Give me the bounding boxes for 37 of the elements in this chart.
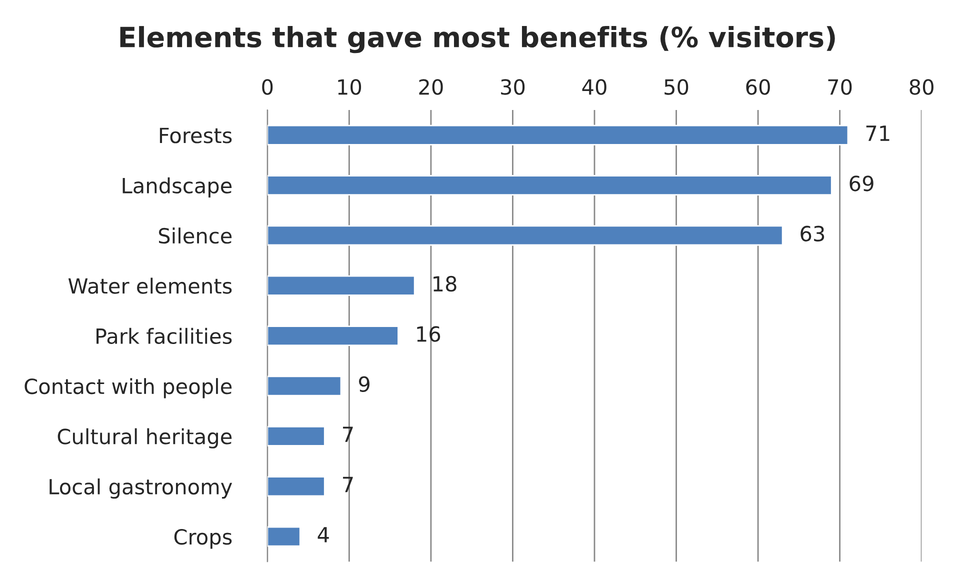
bar: [267, 426, 326, 446]
y-tick-label: Forests: [160, 128, 232, 144]
y-tick-label: Local gastronomy: [50, 478, 232, 499]
bar: [267, 175, 832, 196]
data-label: 69: [850, 176, 874, 192]
x-tick-label: 20: [419, 79, 443, 95]
y-tick-label: Crops: [174, 528, 232, 549]
data-label: 71: [866, 126, 890, 141]
y-tick-label: Park facilities: [96, 328, 232, 344]
bar: [267, 124, 849, 146]
y-tick-label: Landscape: [122, 177, 232, 198]
bar: [267, 476, 326, 497]
x-tick-label: 30: [501, 79, 525, 95]
data-label: 63: [800, 226, 824, 242]
bar: [267, 376, 342, 396]
x-tick-label: 70: [828, 79, 852, 95]
data-label: 7: [343, 476, 353, 492]
x-tick-label: 50: [664, 79, 688, 95]
x-tick-label: 40: [582, 79, 606, 95]
x-tick-label: 80: [910, 79, 934, 95]
data-label: 18: [434, 276, 456, 292]
x-tick-label: 0: [262, 79, 273, 95]
y-tick-label: Contact with people: [24, 378, 232, 398]
y-tick-label: Cultural heritage: [58, 428, 232, 448]
bar: [267, 225, 784, 246]
bar: [267, 326, 399, 346]
data-label: 16: [417, 326, 440, 342]
data-label: 4: [318, 527, 329, 542]
bar: [267, 526, 301, 547]
y-tick-label: Water elements: [68, 278, 232, 294]
data-label: 9: [358, 376, 370, 392]
x-tick-label: 60: [746, 79, 770, 95]
bar: [267, 275, 416, 296]
y-tick-label: Silence: [158, 228, 232, 244]
x-tick-label: 10: [338, 79, 362, 95]
data-label: 7: [343, 426, 353, 442]
chart-title: Elements that gave most benefits (% visitors): [120, 26, 835, 54]
